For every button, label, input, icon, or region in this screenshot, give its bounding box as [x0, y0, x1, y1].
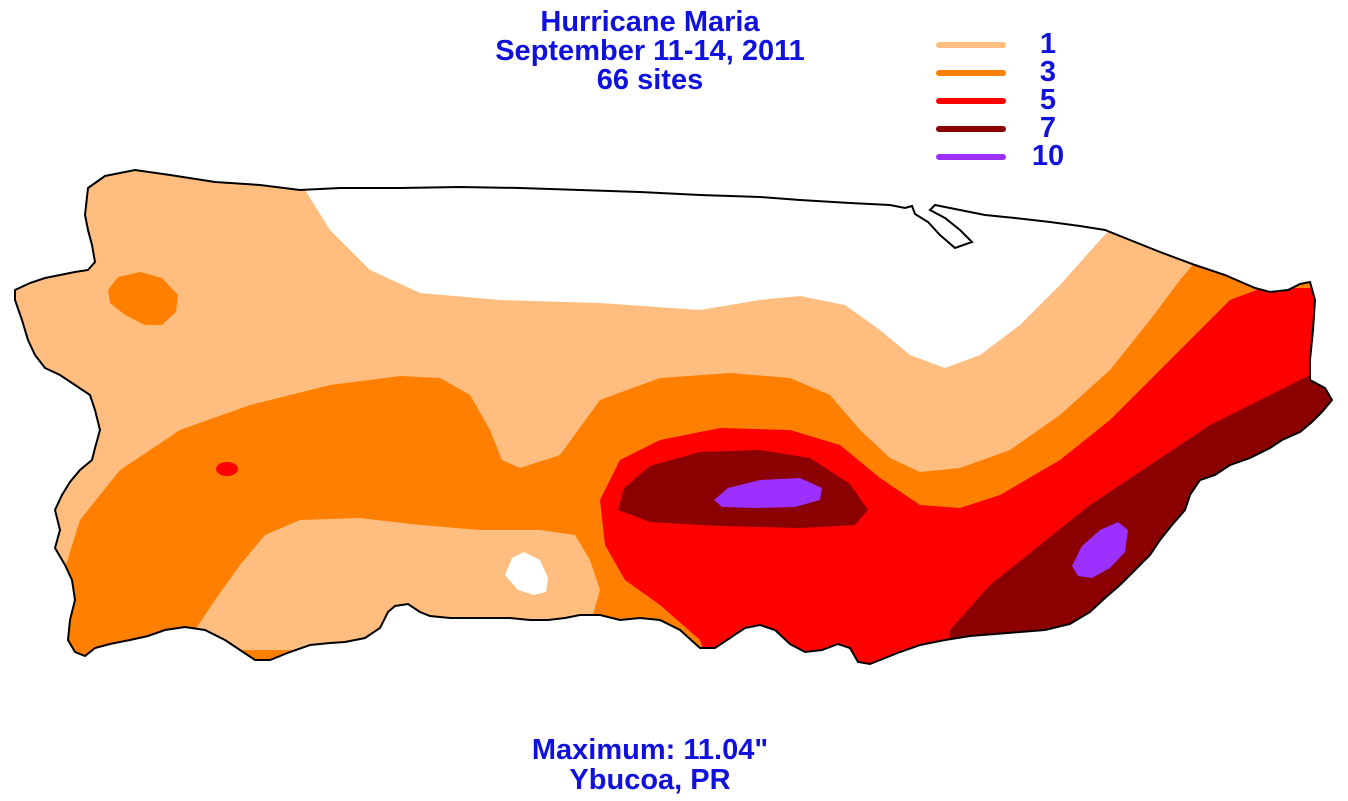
- rainfall-legend: 1 3 5 7 10: [932, 30, 1092, 175]
- maximum-location: Ybucoa, PR: [569, 764, 731, 796]
- legend-item-3: 3: [932, 56, 1092, 88]
- contour-layers: [15, 170, 1332, 664]
- maximum-info: Maximum: 11.04" Ybucoa, PR: [440, 735, 860, 795]
- legend-swatch-1: [936, 42, 1006, 48]
- map-title: Hurricane Maria September 11-14, 2011 66…: [420, 8, 880, 95]
- puerto-rico-coastline: [14, 168, 1334, 666]
- legend-label-10: 10: [1031, 140, 1065, 172]
- contour-under-1-south-spot: [505, 552, 548, 595]
- legend-swatch-10: [936, 154, 1006, 160]
- contour-10-inch-southeast: [1072, 522, 1128, 578]
- legend-label-5: 5: [1039, 84, 1057, 116]
- legend-label-1: 1: [1039, 28, 1057, 60]
- legend-swatch-7: [936, 126, 1006, 132]
- legend-label-7: 7: [1039, 112, 1057, 144]
- title-site-count: 66 sites: [596, 64, 704, 96]
- legend-item-1: 1: [932, 28, 1092, 60]
- contour-5-inch-west-spot: [216, 462, 238, 476]
- maximum-value: Maximum: 11.04": [531, 734, 769, 766]
- legend-swatch-5: [936, 98, 1006, 104]
- contour-10-inch-central: [714, 478, 822, 508]
- legend-item-7: 7: [932, 112, 1092, 144]
- legend-item-5: 5: [932, 84, 1092, 116]
- legend-item-10: 10: [932, 140, 1092, 172]
- title-date-range: September 11-14, 2011: [495, 35, 805, 67]
- contour-3-inch-northwest-spot: [108, 272, 178, 325]
- legend-swatch-3: [936, 70, 1006, 76]
- title-storm-name: Hurricane Maria: [540, 6, 760, 38]
- legend-label-3: 3: [1039, 56, 1057, 88]
